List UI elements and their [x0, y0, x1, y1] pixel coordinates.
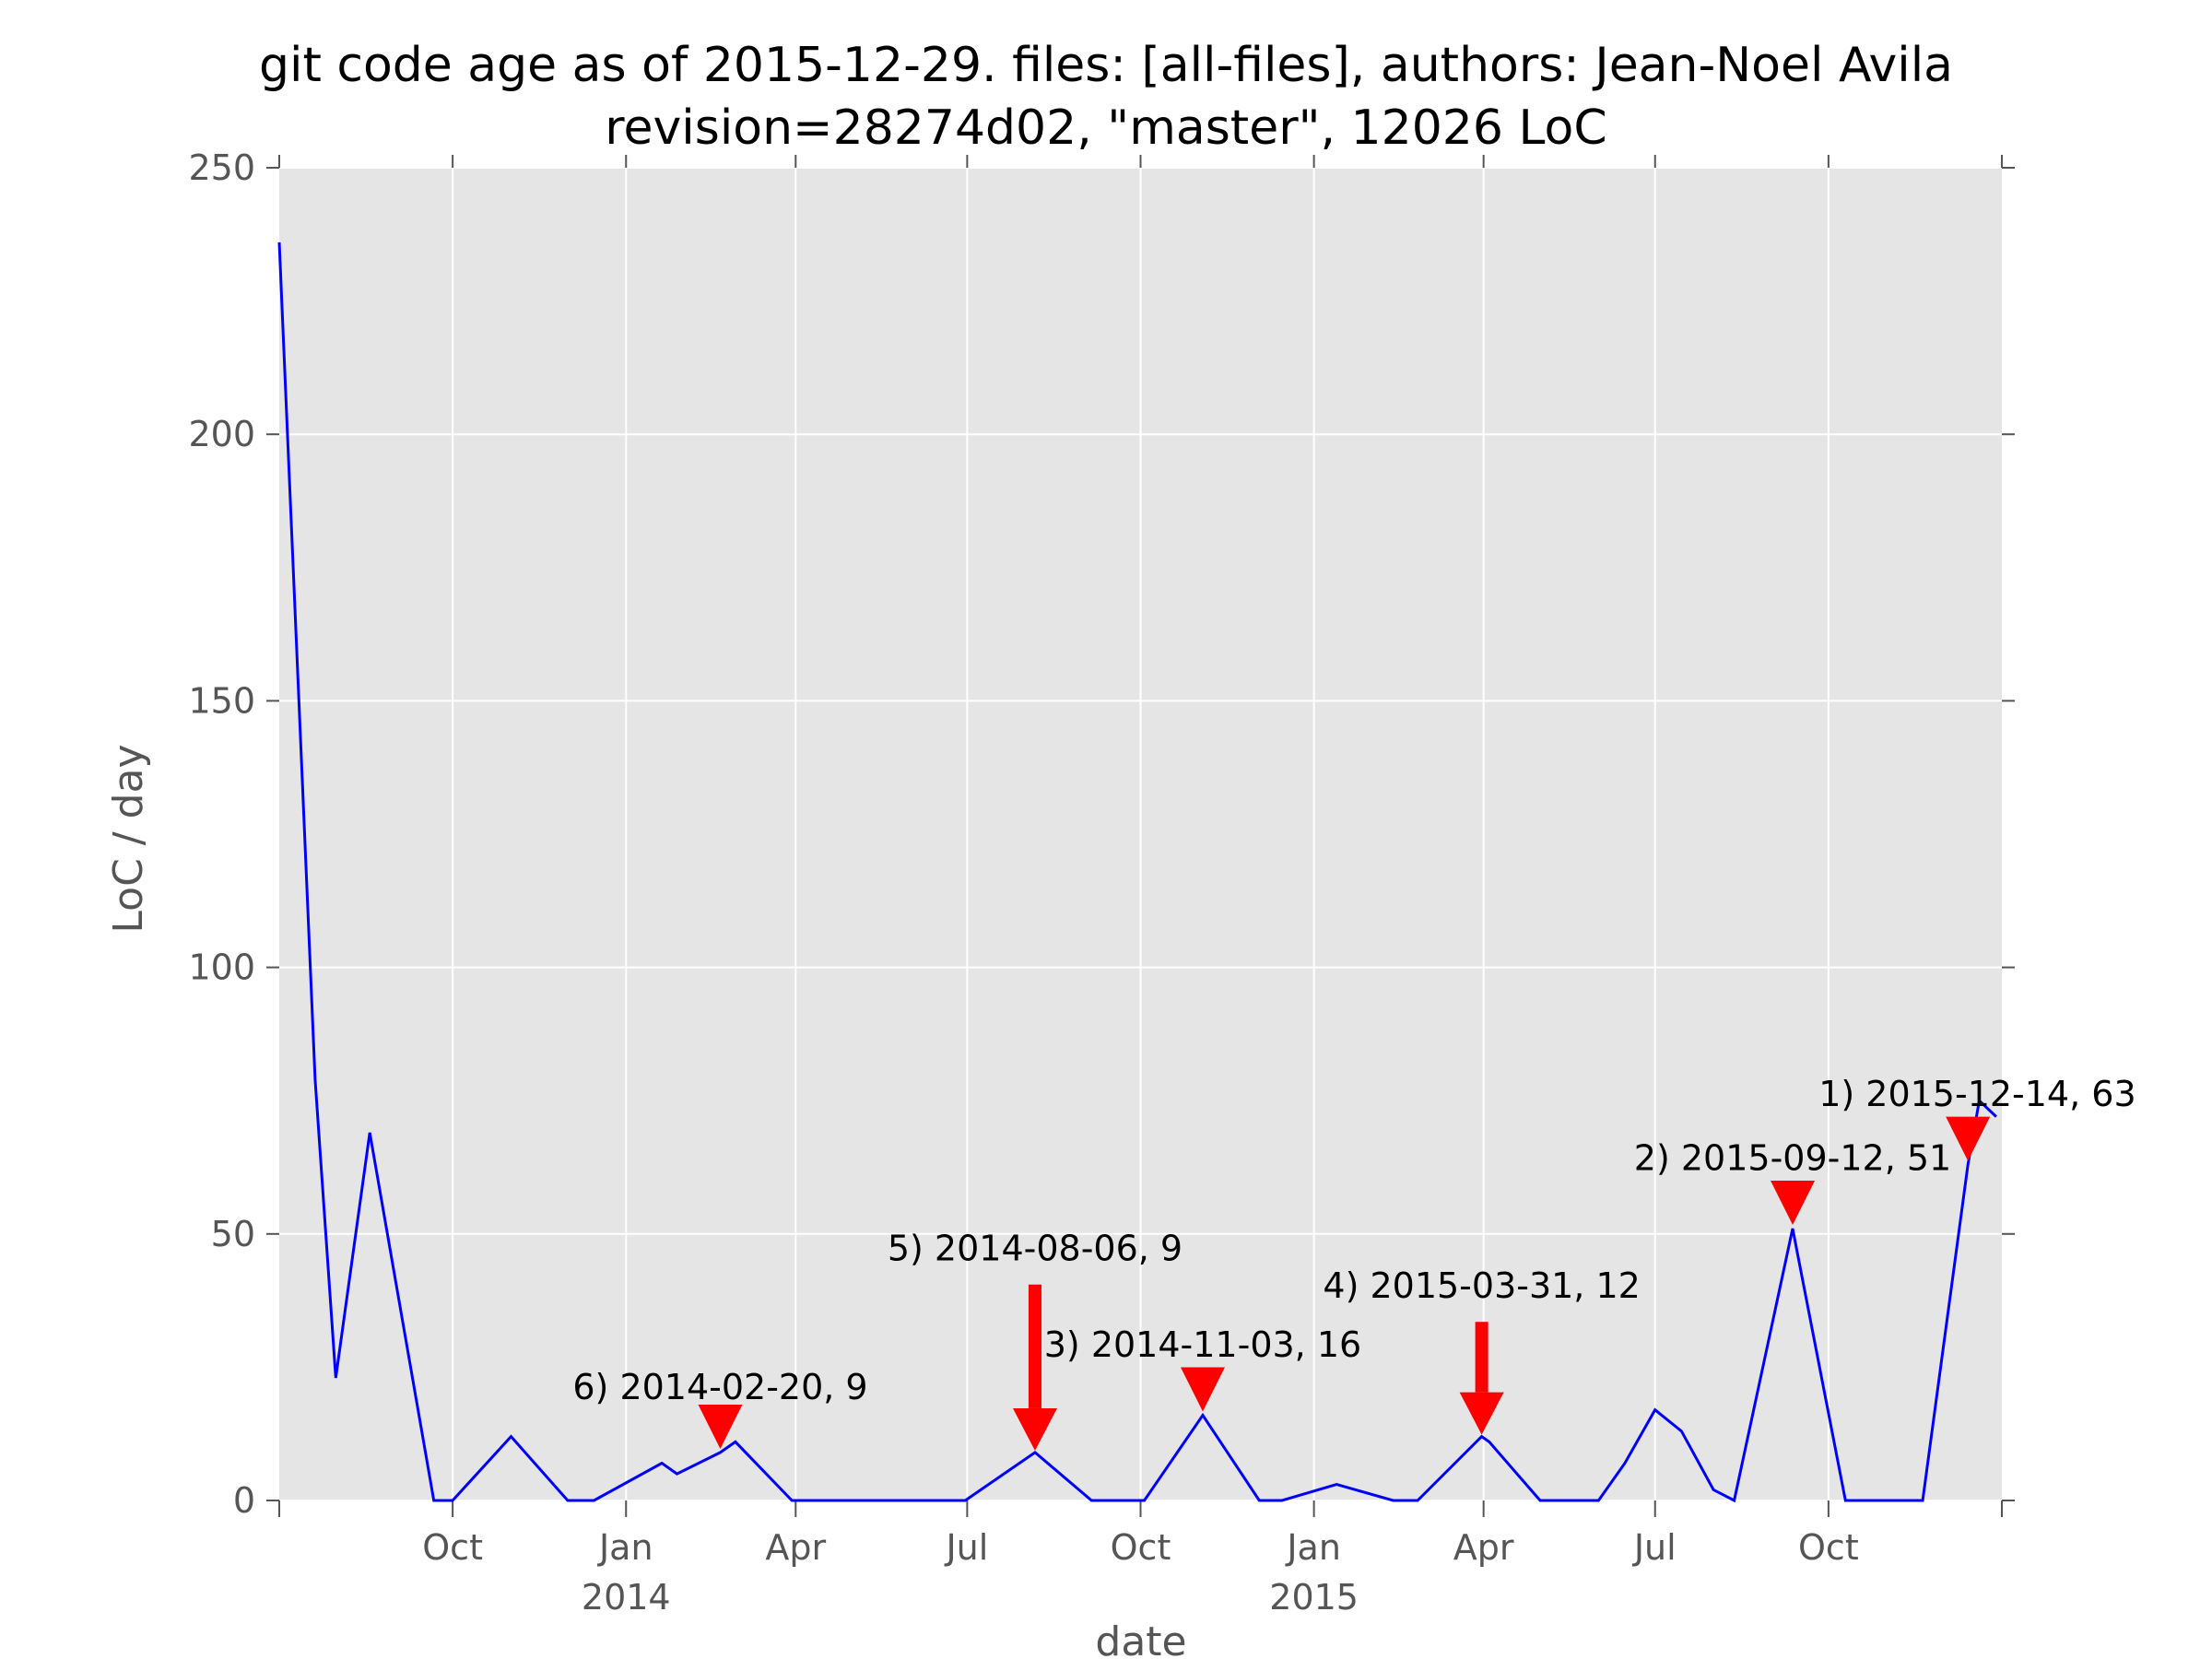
- annotation-marker: [698, 1404, 743, 1449]
- x-tick-label: Jan: [597, 1527, 653, 1568]
- annotation-marker: [1180, 1367, 1225, 1412]
- y-tick-label: 50: [211, 1214, 255, 1254]
- chart-title: git code age as of 2015-12-29. files: [a…: [259, 38, 1953, 93]
- axis-ticks: 0 50 100 150 200 250 Oct Jan 2014 Apr Jul Oct Jan 201…: [188, 147, 2015, 1618]
- annotation-arrow-head: [1459, 1392, 1504, 1435]
- annotation-label: 3) 2014-11-03, 16: [1044, 1324, 1361, 1365]
- y-axis-label: LoC / day: [105, 744, 152, 933]
- y-tick-label: 150: [188, 680, 255, 721]
- annotation-label: 2) 2015-09-12, 51: [1634, 1137, 1951, 1178]
- annotation-marker: [1946, 1116, 1991, 1161]
- annotation-arrow-head: [1012, 1407, 1057, 1451]
- annotation-label: 5) 2014-08-06, 9: [888, 1229, 1182, 1269]
- x-tick-year-label: 2015: [1269, 1577, 1359, 1618]
- chart-subtitle: revision=28274d02, "master", 12026 LoC: [605, 100, 1606, 156]
- annotation-arrow-shaft: [1475, 1322, 1488, 1393]
- x-tick-label: Apr: [765, 1527, 826, 1568]
- y-tick-label: 100: [188, 947, 255, 988]
- y-tick-label: 200: [188, 414, 255, 454]
- x-tick-label: Oct: [1111, 1527, 1171, 1568]
- x-tick-label: Apr: [1453, 1527, 1514, 1568]
- x-tick-label: Oct: [1798, 1527, 1859, 1568]
- annotation-label: 4) 2015-03-31, 12: [1323, 1265, 1640, 1306]
- grid-lines: [279, 167, 2002, 1501]
- x-tick-label: Jul: [944, 1527, 988, 1568]
- annotation-label: 6) 2014-02-20, 9: [572, 1367, 867, 1407]
- x-tick-year-label: 2014: [582, 1577, 671, 1618]
- series-layer: [277, 241, 1997, 1503]
- y-tick-label: 0: [233, 1480, 255, 1521]
- x-axis-label: date: [1095, 1618, 1186, 1659]
- annotation-arrow-shaft: [1028, 1284, 1041, 1408]
- annotation-label: 1) 2015-12-14, 63: [1818, 1074, 2136, 1114]
- x-tick-label: Jul: [1632, 1527, 1677, 1568]
- annotation-marker: [1771, 1181, 1816, 1226]
- x-tick-label: Oct: [422, 1527, 483, 1568]
- y-tick-label: 250: [188, 147, 255, 188]
- x-tick-label: Jan: [1285, 1527, 1341, 1568]
- annotations: 1) 2015-12-14, 63 2) 2015-09-12, 51 3) 201…: [572, 1074, 2136, 1451]
